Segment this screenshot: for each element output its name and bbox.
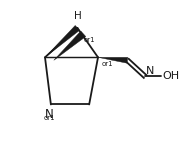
Text: or1: or1 [102, 61, 113, 67]
Text: H: H [74, 11, 81, 21]
Text: or1: or1 [44, 116, 55, 122]
Text: OH: OH [163, 71, 180, 81]
Polygon shape [54, 31, 86, 60]
Text: or1: or1 [84, 37, 96, 43]
Text: N: N [146, 66, 154, 76]
Polygon shape [98, 57, 128, 63]
Text: N: N [45, 108, 54, 121]
Polygon shape [45, 26, 80, 57]
